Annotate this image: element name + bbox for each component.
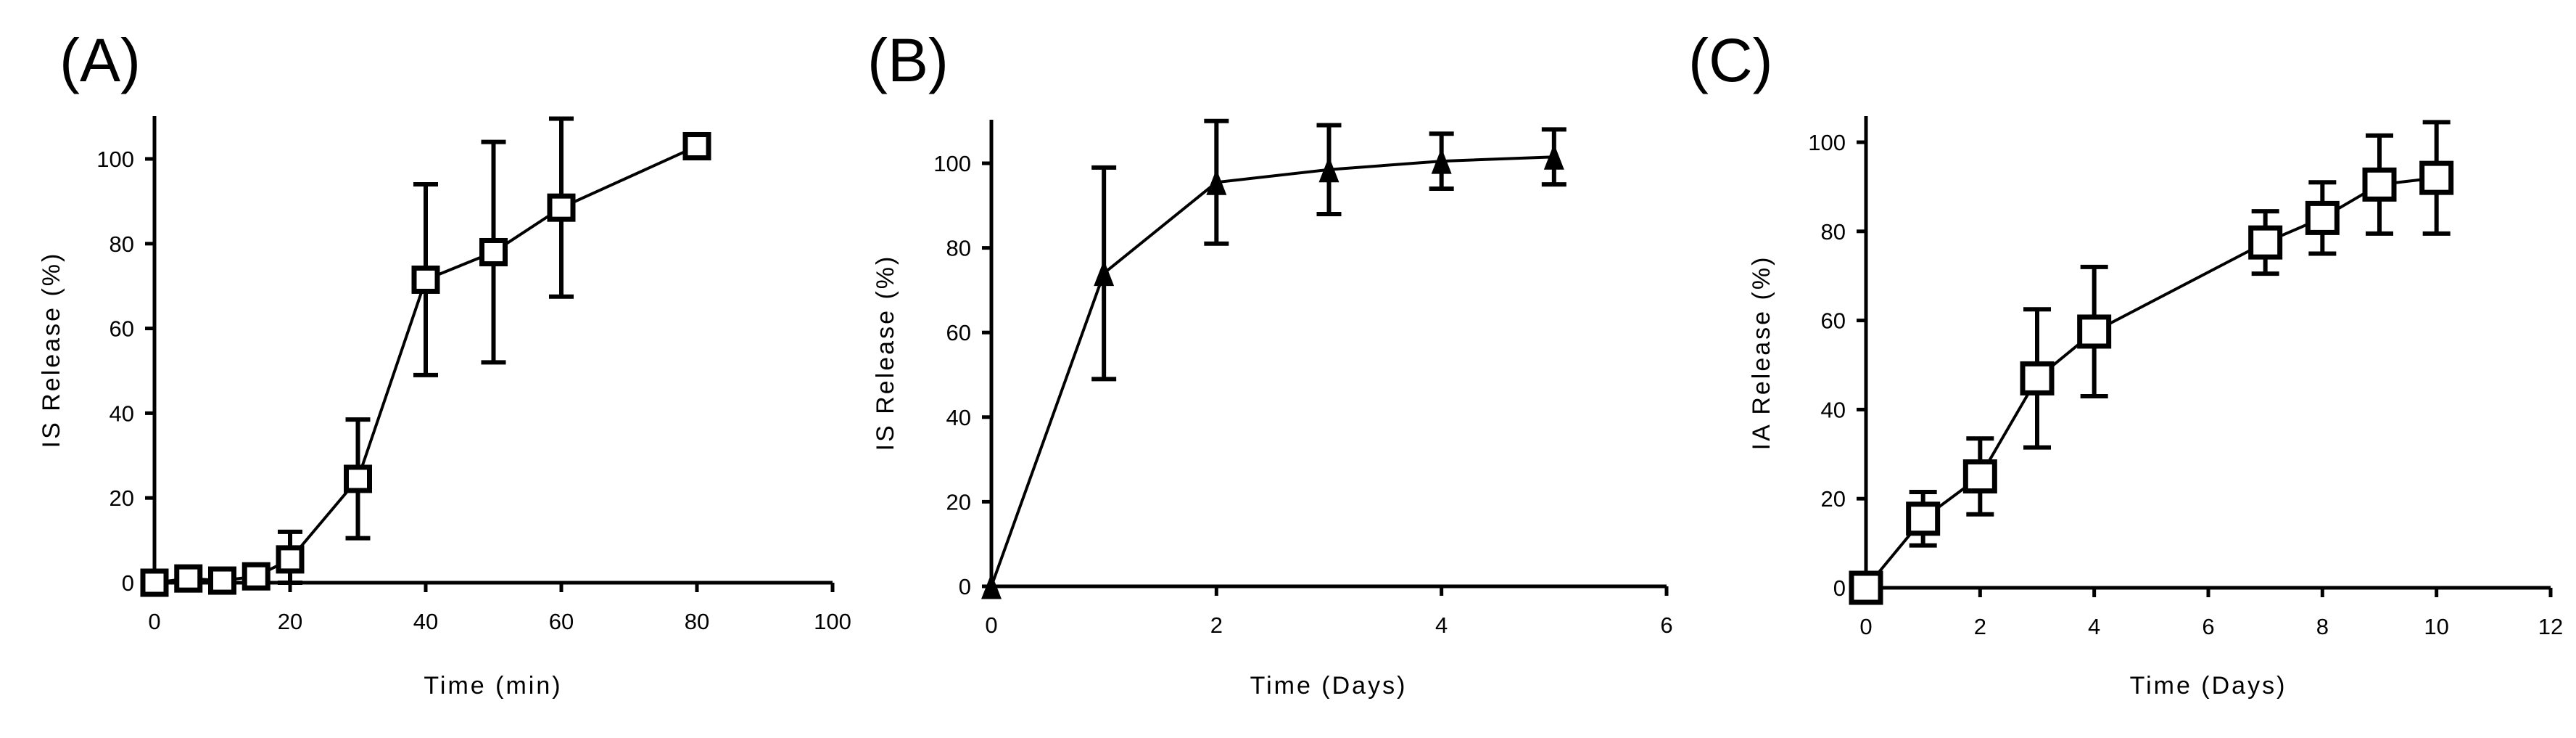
y-tick-label: 20	[1821, 486, 1846, 512]
data-point-marker	[2419, 160, 2454, 195]
x-tick-label: 0	[985, 612, 997, 638]
x-tick-label: 80	[685, 609, 709, 634]
panel-c-plot	[1849, 120, 2454, 605]
y-tick-label: 80	[946, 236, 971, 261]
x-tick-label: 12	[2538, 614, 2563, 639]
data-point-marker	[2020, 361, 2055, 395]
panel-c-y-axis-label: IA Release (%)	[1748, 255, 1775, 451]
y-tick-label: 40	[110, 401, 134, 426]
y-tick-label: 100	[96, 147, 134, 172]
data-point-marker	[1543, 143, 1564, 170]
y-tick-label: 40	[1821, 397, 1846, 422]
data-point-marker	[682, 131, 711, 160]
x-tick-label: 40	[413, 609, 438, 634]
chart-panel-b: (B) 0 2 4 6 0 20 40 60 80 100 Time (Days) IS Rel…	[867, 26, 1673, 700]
data-point-marker	[1906, 501, 1941, 536]
y-tick-label: 100	[933, 151, 971, 176]
x-tick-label: 4	[1435, 612, 1448, 638]
chart-panel-c: (C) 0 2 4 6 8 10 12 0 20 40 60 80 100 Time (Days) I…	[1688, 26, 2563, 700]
panel-a-letter: (A)	[59, 26, 141, 94]
chart-panel-a: (A) 0 20 40 60 80 100 0 20 40 60 80 100 Time (min)…	[38, 26, 851, 700]
panel-b-y-axis-label: IS Release (%)	[872, 255, 899, 451]
y-tick-label: 40	[946, 405, 971, 430]
x-tick-label: 2	[1974, 614, 1986, 639]
panel-b-letter: (B)	[867, 26, 949, 94]
data-point-marker	[981, 573, 1002, 599]
data-point-marker	[411, 265, 440, 294]
panel-b-y-ticks: 0 20 40 60 80 100	[933, 151, 991, 599]
x-tick-label: 20	[278, 609, 302, 634]
data-point-marker	[1318, 156, 1339, 183]
data-point-marker	[174, 564, 203, 593]
panel-c-y-ticks: 0 20 40 60 80 100	[1808, 130, 1866, 601]
x-tick-label: 100	[814, 609, 851, 634]
x-tick-label: 2	[1210, 612, 1223, 638]
series-line	[1865, 176, 2437, 589]
x-tick-label: 60	[549, 609, 574, 634]
x-tick-label: 10	[2424, 614, 2448, 639]
data-point-marker	[2248, 225, 2283, 260]
x-tick-label: 4	[2088, 614, 2100, 639]
panel-a-y-axis-label: IS Release (%)	[38, 252, 65, 448]
data-point-marker	[1206, 168, 1227, 195]
data-point-marker	[140, 568, 169, 597]
data-point-marker	[547, 193, 576, 222]
y-tick-label: 0	[959, 574, 971, 599]
y-tick-label: 0	[1833, 575, 1846, 601]
data-point-marker	[1849, 570, 1883, 605]
panel-b-x-axis-label: Time (Days)	[1250, 672, 1408, 700]
series-line	[154, 144, 698, 584]
panel-a-x-ticks: 0 20 40 60 80 100	[148, 583, 851, 634]
y-tick-label: 60	[946, 320, 971, 345]
data-point-marker	[2362, 167, 2397, 202]
panel-a-x-axis-label: Time (min)	[424, 672, 562, 700]
x-tick-label: 0	[1859, 614, 1872, 639]
data-point-marker	[208, 566, 236, 595]
panel-b-x-ticks: 0 2 4 6	[985, 586, 1673, 638]
x-tick-label: 8	[2316, 614, 2329, 639]
data-point-marker	[344, 464, 372, 493]
series-line	[990, 155, 1554, 587]
panel-a-y-ticks: 0 20 40 60 80 100	[96, 147, 154, 596]
data-point-marker	[1962, 459, 1997, 493]
panel-c-letter: (C)	[1688, 26, 1773, 94]
y-tick-label: 20	[946, 489, 971, 514]
data-point-marker	[1431, 147, 1452, 174]
data-point-marker	[276, 545, 305, 574]
panel-b-plot	[981, 118, 1566, 599]
y-tick-label: 60	[110, 316, 134, 342]
y-tick-label: 80	[1821, 219, 1846, 245]
y-tick-label: 80	[110, 231, 134, 257]
y-tick-label: 60	[1821, 308, 1846, 334]
y-tick-label: 20	[110, 485, 134, 511]
data-point-marker	[1094, 260, 1115, 287]
data-point-marker	[479, 237, 508, 266]
y-tick-label: 0	[122, 570, 134, 596]
data-point-marker	[2077, 314, 2112, 349]
x-tick-label: 0	[148, 609, 160, 634]
data-point-marker	[2305, 200, 2340, 235]
x-tick-label: 6	[2202, 614, 2214, 639]
panel-c-x-ticks: 0 2 4 6 8 10 12	[1859, 588, 2563, 639]
panel-a-plot	[140, 116, 711, 597]
data-point-marker	[242, 562, 271, 591]
panel-c-x-axis-label: Time (Days)	[2130, 672, 2287, 700]
y-tick-label: 100	[1808, 130, 1846, 155]
x-tick-label: 6	[1660, 612, 1672, 638]
